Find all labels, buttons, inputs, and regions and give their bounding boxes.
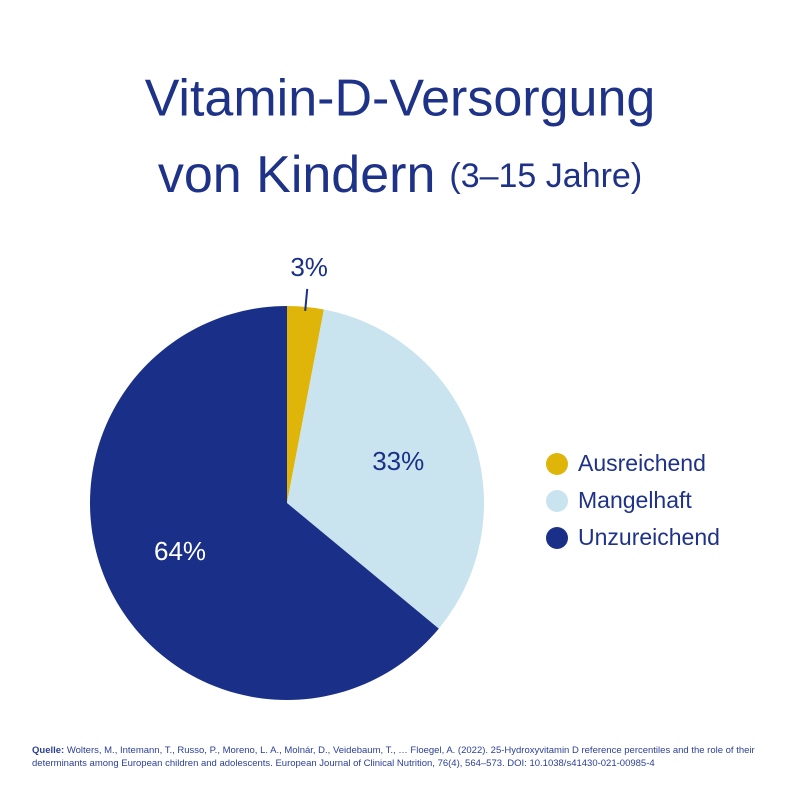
legend-swatch bbox=[546, 490, 568, 512]
pie-slice bbox=[287, 309, 484, 629]
legend-label: Ausreichend bbox=[578, 450, 706, 476]
legend-label: Unzureichend bbox=[578, 524, 720, 550]
pie-slice bbox=[287, 306, 324, 503]
pie-slice bbox=[89, 306, 439, 700]
source-label: Quelle: bbox=[32, 745, 65, 756]
value-label: 3% bbox=[290, 252, 328, 282]
source-text: Wolters, M., Intemann, T., Russo, P., Mo… bbox=[32, 745, 755, 769]
chart-title: Vitamin-D-Versorgung bbox=[145, 70, 656, 128]
legend-label: Mangelhaft bbox=[578, 487, 692, 513]
legend-swatch bbox=[546, 453, 568, 475]
chart-subtitle: (3–15 Jahre) bbox=[449, 157, 642, 195]
leader-line bbox=[304, 288, 309, 311]
value-label: 33% bbox=[372, 446, 424, 476]
chart-title-line: von Kindern (3–15 Jahre) bbox=[158, 146, 642, 204]
value-label: 64% bbox=[154, 536, 206, 566]
legend-swatch bbox=[546, 527, 568, 549]
source: Quelle: Wolters, M., Intemann, T., Russo… bbox=[32, 744, 772, 770]
chart-title: von Kindern bbox=[158, 146, 436, 204]
